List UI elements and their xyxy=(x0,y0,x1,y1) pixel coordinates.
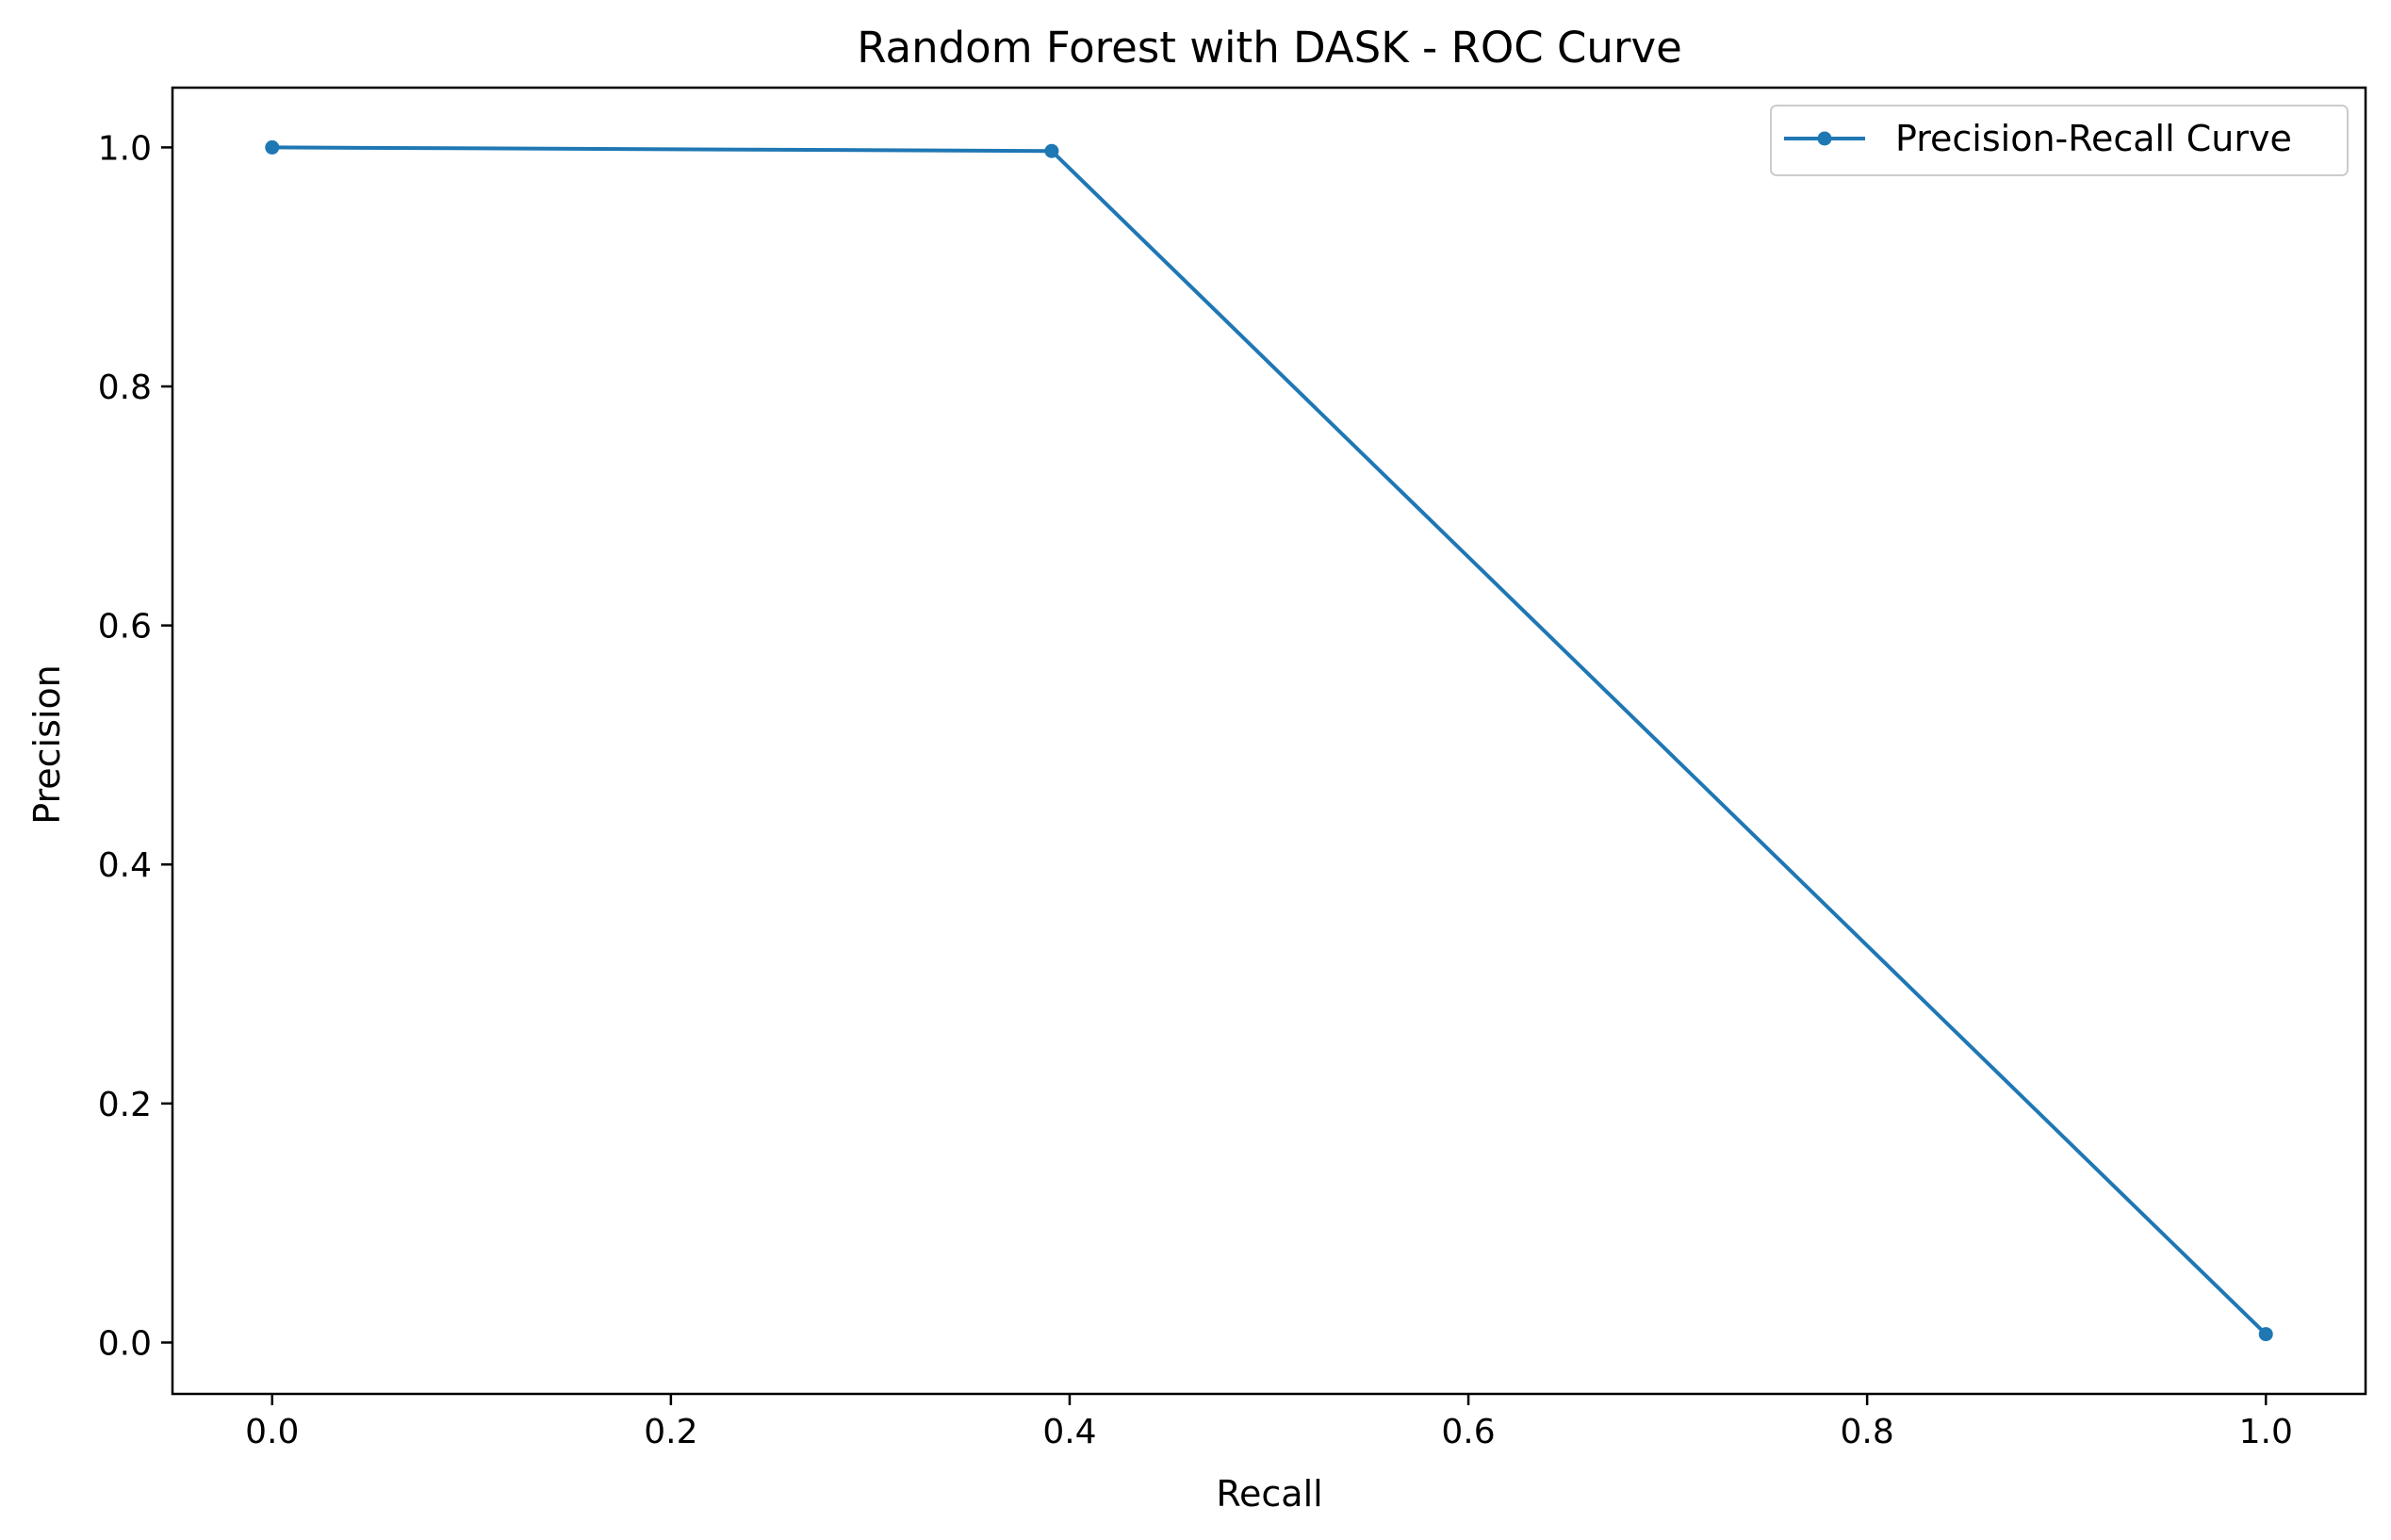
x-tick-label: 0.4 xyxy=(1042,1413,1096,1451)
y-tick-label: 0.2 xyxy=(98,1086,152,1124)
axes-frame xyxy=(171,86,2367,1396)
y-tick-label: 0.8 xyxy=(98,369,152,407)
plot-area: 0.0 0.2 0.4 0.6 0.8 1.0 0.0 0.2 0.4 0.6 0.8 1.0 xyxy=(98,86,2367,1451)
data-point xyxy=(1044,143,1059,158)
series-layer xyxy=(265,139,2273,1342)
y-tick-label: 0.6 xyxy=(98,608,152,647)
y-axis-ticks: 0.0 0.2 0.4 0.6 0.8 1.0 xyxy=(98,129,172,1363)
x-tick-label: 1.0 xyxy=(2239,1413,2293,1451)
y-tick-label: 1.0 xyxy=(98,129,152,168)
x-axis-label: Recall xyxy=(1216,1473,1322,1515)
x-tick-label: 0.6 xyxy=(1441,1413,1495,1451)
y-axis-label: Precision xyxy=(26,664,68,825)
legend-label: Precision-Recall Curve xyxy=(1895,118,2292,159)
data-point xyxy=(265,139,280,155)
legend: Precision-Recall Curve xyxy=(1770,105,2349,176)
legend-marker-swatch xyxy=(1817,131,1832,146)
y-tick-label: 0.4 xyxy=(98,846,152,885)
x-axis-ticks: 0.0 0.2 0.4 0.6 0.8 1.0 xyxy=(245,1394,2293,1451)
x-tick-label: 0.8 xyxy=(1841,1413,1894,1451)
data-point xyxy=(2258,1327,2273,1342)
y-tick-label: 0.0 xyxy=(98,1324,152,1363)
x-tick-label: 0.2 xyxy=(644,1413,697,1451)
legend-box xyxy=(1770,105,2349,176)
chart-title: Random Forest with DASK - ROC Curve xyxy=(857,23,1682,73)
x-tick-label: 0.0 xyxy=(245,1413,299,1451)
